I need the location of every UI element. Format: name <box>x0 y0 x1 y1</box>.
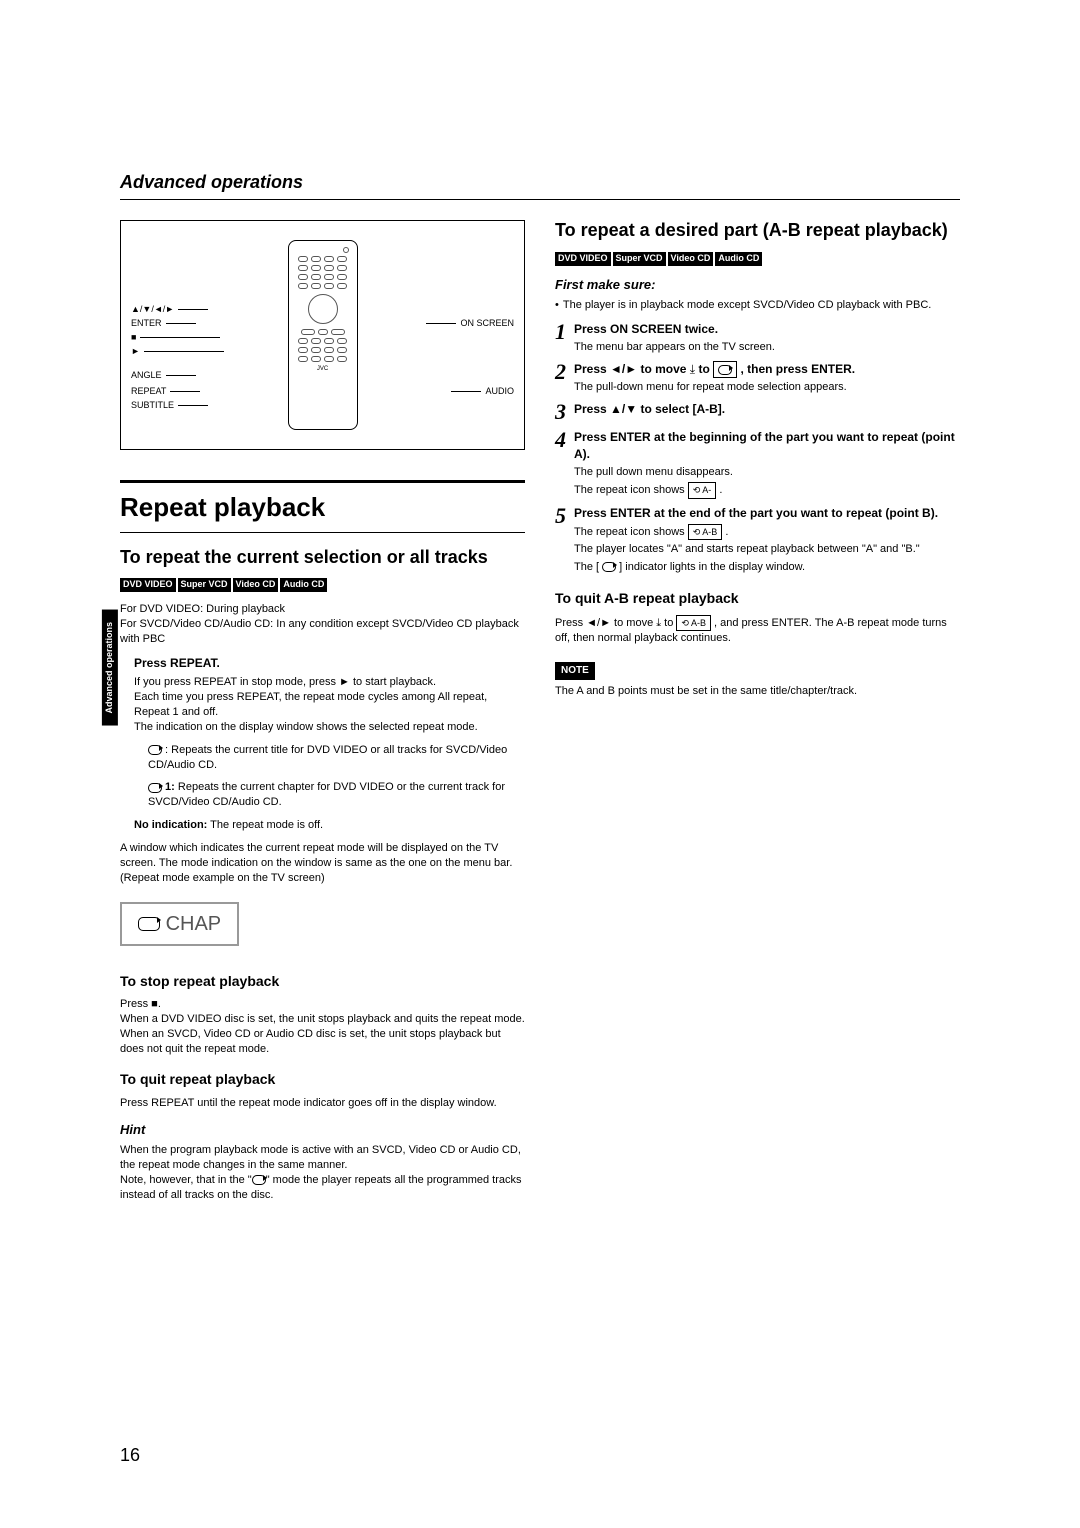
first-make-sure: First make sure: <box>555 276 960 294</box>
step-num: 2 <box>555 361 566 383</box>
stop-title: To stop repeat playback <box>120 972 525 992</box>
section-title: Repeat playback <box>120 480 525 532</box>
badges-left: DVD VIDEO Super VCD Video CD Audio CD <box>120 578 525 592</box>
remote-label-audio: AUDIO <box>451 385 514 398</box>
loop-icon <box>138 917 160 931</box>
badge: Audio CD <box>715 252 762 266</box>
press-repeat: Press REPEAT. <box>134 655 525 672</box>
stop-text: Press ■. When a DVD VIDEO disc is set, t… <box>120 997 525 1056</box>
page-number: 16 <box>120 1443 140 1468</box>
step-num: 3 <box>555 401 566 423</box>
loop-icon <box>252 1175 266 1185</box>
badge: Video CD <box>233 578 279 592</box>
remote-label-play: ► <box>131 345 224 358</box>
remote-figure: JVC ▲/▼/◄/► ENTER ■ ► ANGLE REPEAT SUBTI… <box>120 220 525 450</box>
loop-all: : Repeats the current title for DVD VIDE… <box>148 743 525 773</box>
window-text: A window which indicates the current rep… <box>120 841 525 886</box>
remote-label-stop: ■ <box>131 331 220 344</box>
quit-ab-title: To quit A-B repeat playback <box>555 589 960 609</box>
quit-text: Press REPEAT until the repeat mode indic… <box>120 1096 525 1111</box>
side-tab: Advanced operations <box>102 610 118 726</box>
fms-text: The player is in playback mode except SV… <box>555 298 960 313</box>
intro: For DVD VIDEO: During playback For SVCD/… <box>120 602 525 647</box>
remote-label-subtitle: SUBTITLE <box>131 399 208 412</box>
remote-label-dirs: ▲/▼/◄/► <box>131 303 208 316</box>
quit-title: To quit repeat playback <box>120 1070 525 1090</box>
remote-body: JVC <box>288 240 358 430</box>
badge: Super VCD <box>178 578 231 592</box>
badge: DVD VIDEO <box>120 578 176 592</box>
loop-one: 1: Repeats the current chapter for DVD V… <box>148 780 525 810</box>
step-3: 3 Press ▲/▼ to select [A-B]. <box>555 401 960 423</box>
remote-label-angle: ANGLE <box>131 369 196 382</box>
remote-label-onscreen: ON SCREEN <box>426 317 514 330</box>
subsection-current: To repeat the current selection or all t… <box>120 547 525 569</box>
note-label: NOTE <box>555 662 595 680</box>
remote-label-enter: ENTER <box>131 317 196 330</box>
remote-label-repeat: REPEAT <box>131 385 200 398</box>
ab-title: To repeat a desired part (A-B repeat pla… <box>555 220 960 242</box>
loop-icon <box>718 365 732 375</box>
step-num: 5 <box>555 505 566 527</box>
step-num: 1 <box>555 321 566 343</box>
no-indication: No indication: The repeat mode is off. <box>134 818 525 833</box>
step-2: 2 Press ◄/► to move ⤓ to , then press EN… <box>555 361 960 396</box>
hint-label: Hint <box>120 1121 525 1139</box>
badge: DVD VIDEO <box>555 252 611 266</box>
step-1: 1 Press ON SCREEN twice. The menu bar ap… <box>555 321 960 355</box>
loop-icon <box>148 745 162 755</box>
badge: Video CD <box>668 252 714 266</box>
hint-text: When the program playback mode is active… <box>120 1143 525 1202</box>
step-4: 4 Press ENTER at the beginning of the pa… <box>555 429 960 499</box>
badge: Super VCD <box>613 252 666 266</box>
badges-right: DVD VIDEO Super VCD Video CD Audio CD <box>555 252 960 266</box>
pr-text: If you press REPEAT in stop mode, press … <box>134 675 525 734</box>
step-5: 5 Press ENTER at the end of the part you… <box>555 505 960 575</box>
note-text: The A and B points must be set in the sa… <box>555 684 960 699</box>
badge: Audio CD <box>280 578 327 592</box>
loop-icon <box>148 783 162 793</box>
left-column: JVC ▲/▼/◄/► ENTER ■ ► ANGLE REPEAT SUBTI… <box>120 220 525 1210</box>
chap-box: CHAP <box>120 902 239 946</box>
step-num: 4 <box>555 429 566 451</box>
loop-icon <box>602 562 616 572</box>
quit-ab-text: Press ◄/► to move ⤓ to ⟲ A-B , and press… <box>555 615 960 646</box>
page-header: Advanced operations <box>120 170 960 200</box>
right-column: To repeat a desired part (A-B repeat pla… <box>555 220 960 1210</box>
